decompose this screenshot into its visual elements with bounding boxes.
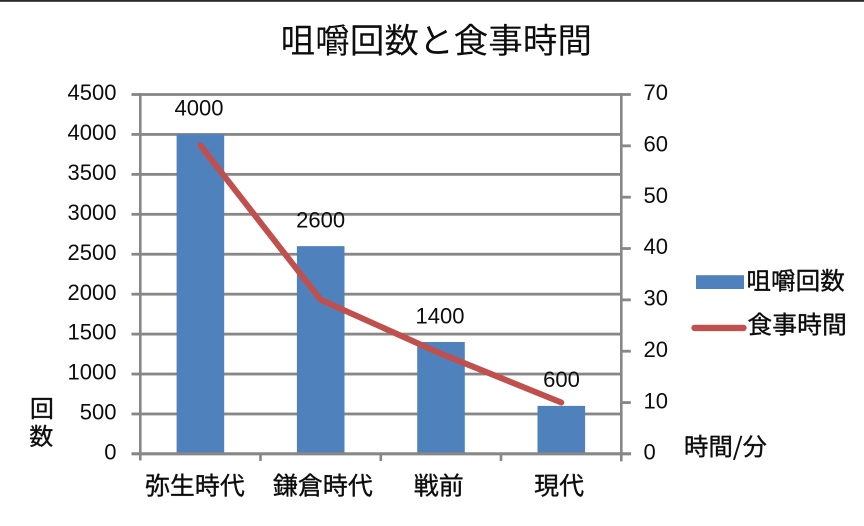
svg-text:3500: 3500 [68, 160, 117, 185]
svg-text:2500: 2500 [68, 240, 117, 265]
svg-text:70: 70 [644, 80, 668, 105]
svg-text:1400: 1400 [416, 303, 465, 328]
svg-text:4000: 4000 [68, 120, 117, 145]
svg-text:50: 50 [644, 183, 668, 208]
svg-text:3000: 3000 [68, 200, 117, 225]
svg-text:500: 500 [80, 400, 117, 425]
svg-text:600: 600 [543, 367, 580, 392]
svg-text:0: 0 [644, 440, 656, 465]
svg-text:2600: 2600 [296, 207, 345, 232]
svg-text:40: 40 [644, 234, 668, 259]
svg-text:4000: 4000 [175, 96, 224, 121]
svg-text:60: 60 [644, 132, 668, 157]
svg-text:30: 30 [644, 286, 668, 311]
svg-text:1500: 1500 [68, 320, 117, 345]
svg-text:4500: 4500 [68, 80, 117, 105]
svg-text:2000: 2000 [68, 280, 117, 305]
svg-text:10: 10 [644, 388, 668, 413]
svg-text:1000: 1000 [68, 360, 117, 385]
svg-text:20: 20 [644, 337, 668, 362]
svg-text:0: 0 [104, 440, 116, 465]
